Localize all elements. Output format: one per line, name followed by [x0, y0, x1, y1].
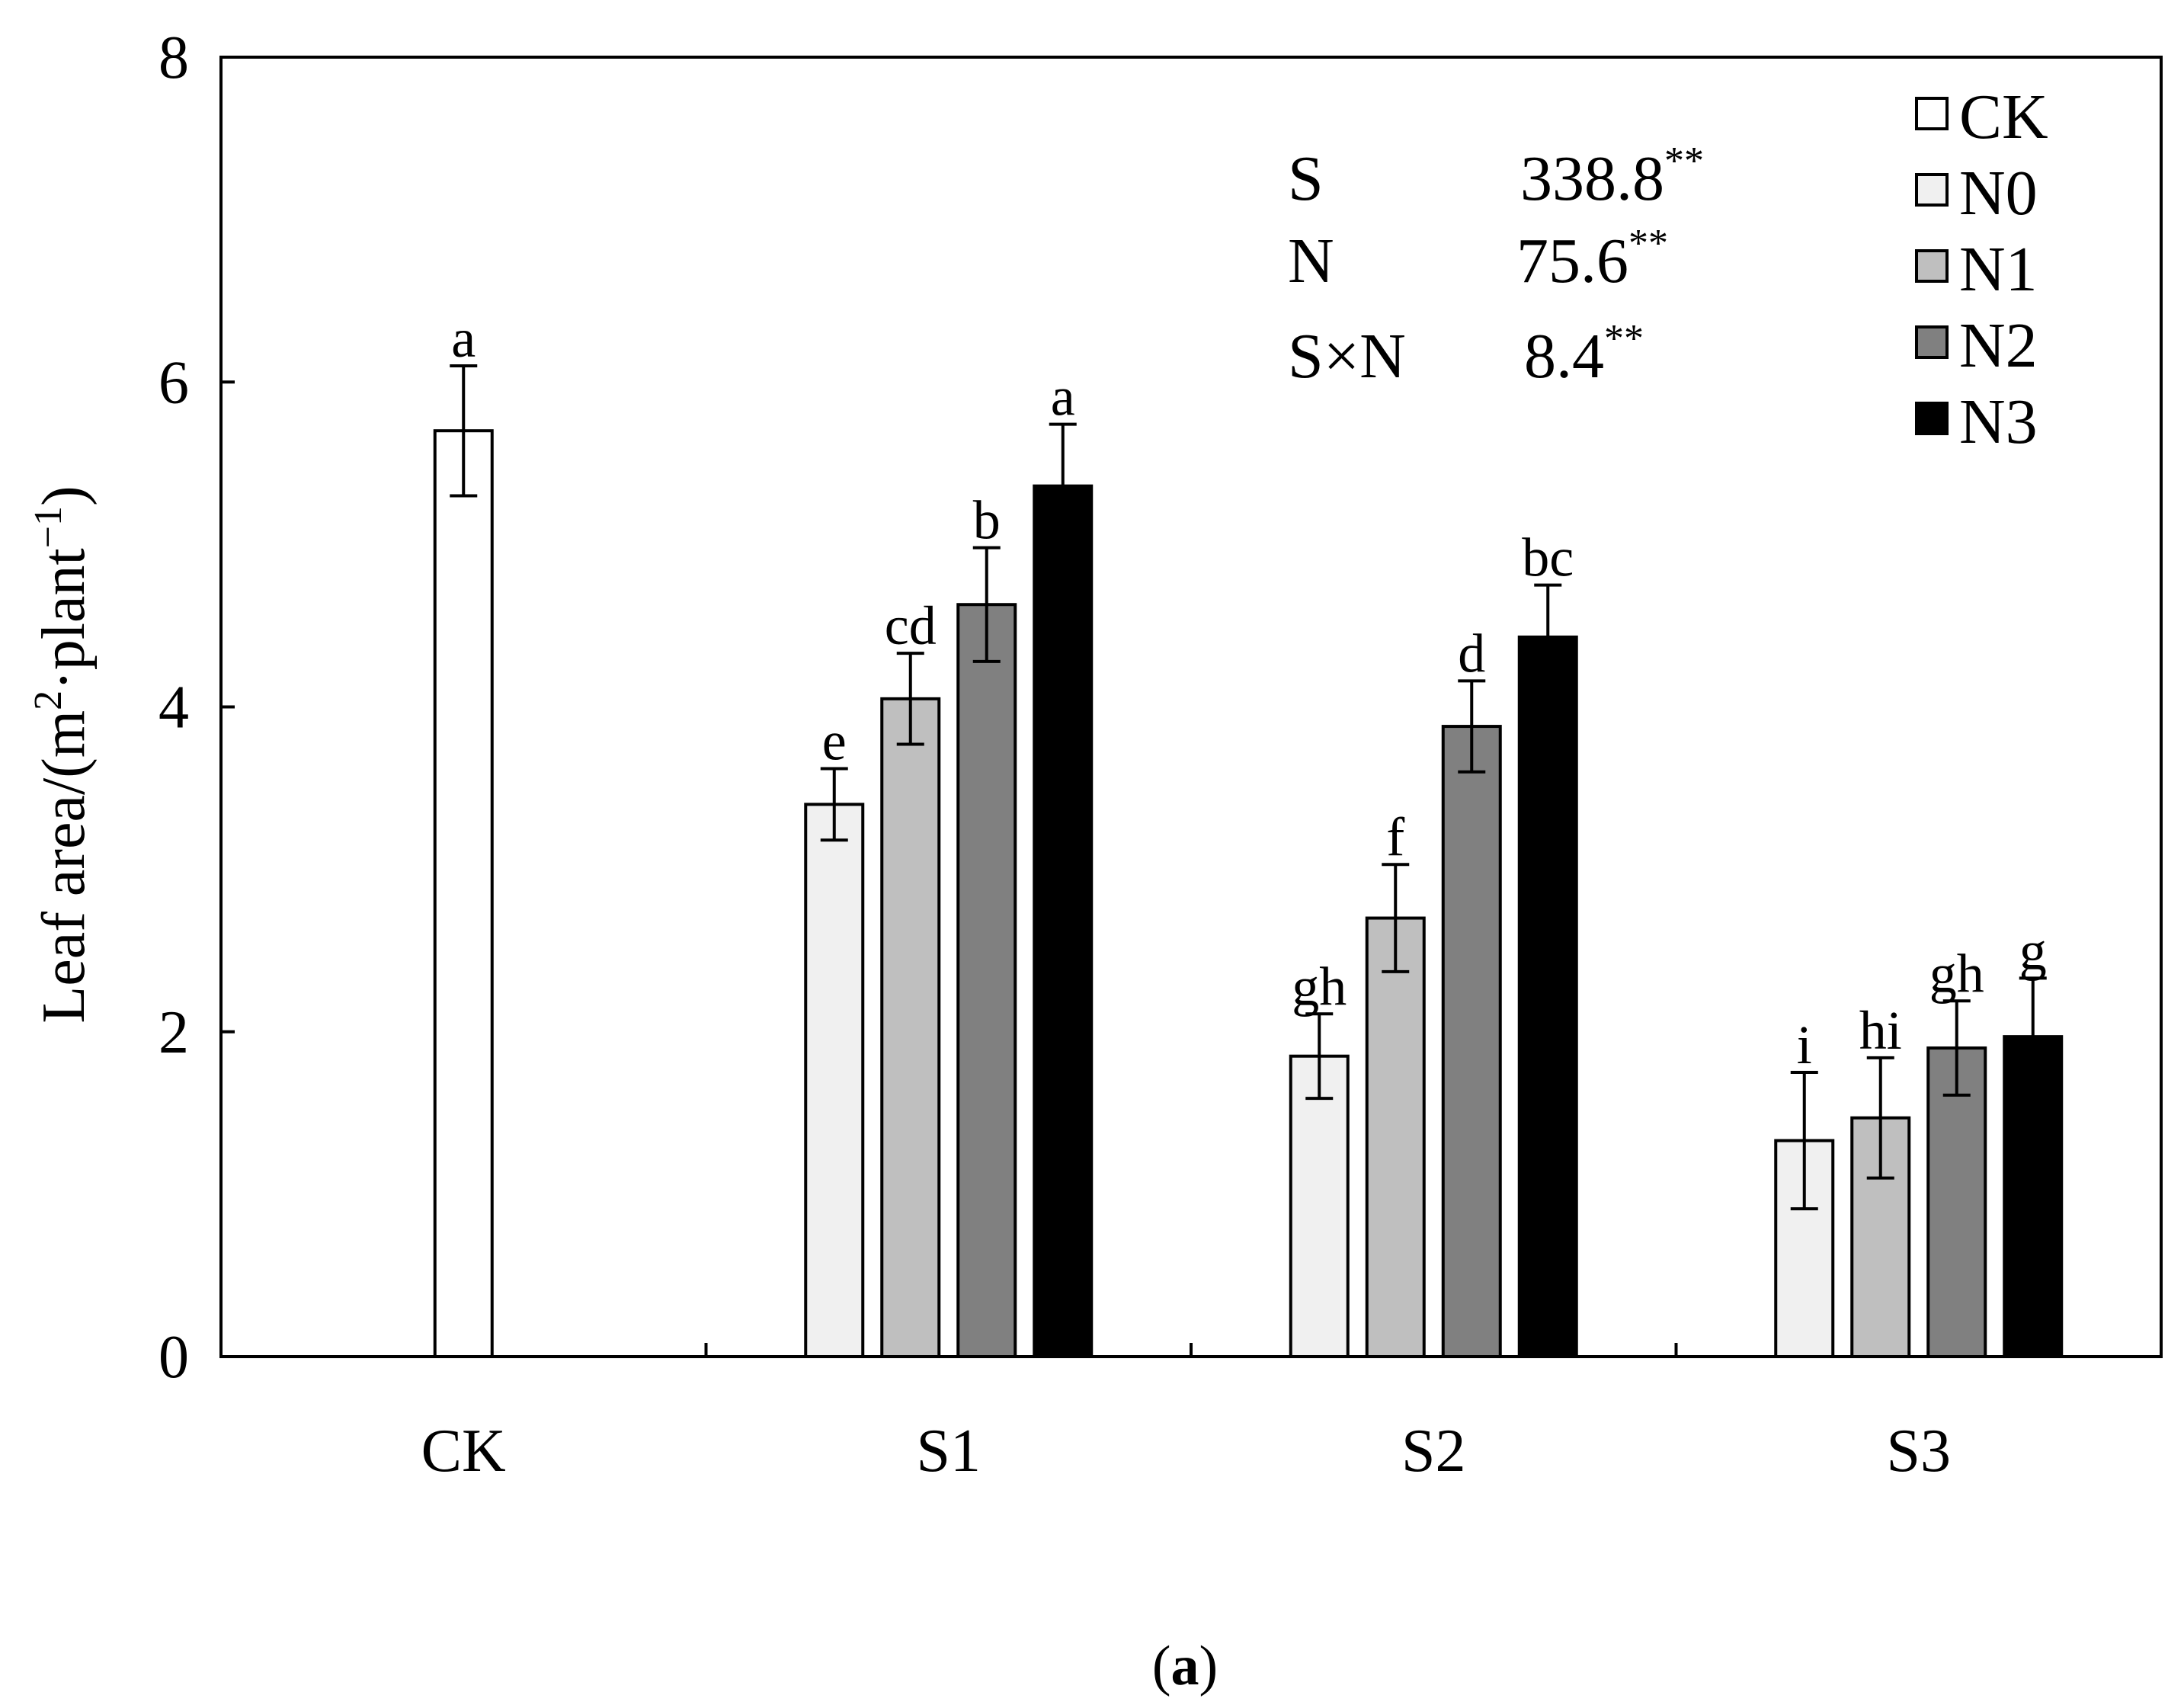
legend-swatch-n3	[1915, 402, 1949, 435]
bar-n0-s1	[804, 803, 865, 1358]
legend-label-n1: N1	[1959, 234, 2038, 305]
x-category-label: S1	[917, 1418, 982, 1485]
bar-ck-ck	[433, 429, 494, 1358]
significance-letter: b	[973, 490, 1001, 551]
anova-factor-s: S	[1288, 143, 1324, 214]
x-category-label: S2	[1401, 1418, 1466, 1485]
bar-n2-s2	[1441, 725, 1502, 1358]
bar-n1-s2	[1365, 916, 1426, 1358]
bar-n1-s1	[880, 697, 941, 1358]
legend-label-n2: N2	[1959, 310, 2038, 381]
legend-label-n3: N3	[1959, 386, 2038, 457]
y-axis-title: Leaf area/(m2·plant−1)	[27, 485, 98, 1023]
significance-letter: i	[1797, 1014, 1812, 1075]
anova-value-n: 75.6**	[1516, 222, 1668, 296]
y-tick-label: 0	[159, 1324, 189, 1391]
y-tick-label: 6	[159, 349, 189, 416]
significance-letter: f	[1386, 806, 1404, 867]
significance-letter: d	[1458, 623, 1485, 684]
significance-letter: bc	[1522, 527, 1574, 588]
significance-letter: gh	[1929, 943, 1984, 1004]
anova-annotations: S 338.8** N 75.6** S×N 8.4**	[1288, 139, 1704, 392]
bar-n3-s2	[1517, 635, 1578, 1358]
anova-value-sxn: 8.4**	[1524, 317, 1644, 392]
anova-factor-n: N	[1288, 226, 1334, 296]
x-category-label: S3	[1887, 1418, 1952, 1485]
significance-letter: hi	[1859, 1000, 1902, 1061]
bar-n2-s1	[956, 603, 1017, 1358]
significance-letter: gh	[1292, 956, 1347, 1017]
significance-letter: g	[2019, 920, 2047, 981]
significance-letter: a	[451, 308, 476, 369]
anova-factor-sxn: S×N	[1288, 321, 1406, 392]
legend-swatch-n1	[1915, 249, 1949, 283]
legend-label-n0: N0	[1959, 158, 2038, 229]
legend-swatch-ck	[1915, 97, 1949, 130]
anova-value-s: 338.8**	[1520, 139, 1704, 214]
significance-letter: e	[822, 710, 847, 771]
significance-letter: cd	[885, 595, 937, 656]
legend-label-ck: CK	[1959, 82, 2048, 152]
y-tick-label: 2	[159, 999, 189, 1066]
y-tick-label: 4	[159, 675, 189, 742]
bar-n2-s3	[1926, 1046, 1987, 1358]
legend-swatch-n2	[1915, 325, 1949, 359]
significance-letter: a	[1051, 367, 1075, 428]
bar-n3-s1	[1033, 484, 1094, 1358]
legend-swatch-n0	[1915, 173, 1949, 207]
panel-label: (a)	[1152, 1635, 1218, 1697]
bar-n0-s2	[1289, 1054, 1350, 1358]
x-category-label: CK	[421, 1418, 506, 1485]
y-tick-label: 8	[159, 24, 189, 91]
